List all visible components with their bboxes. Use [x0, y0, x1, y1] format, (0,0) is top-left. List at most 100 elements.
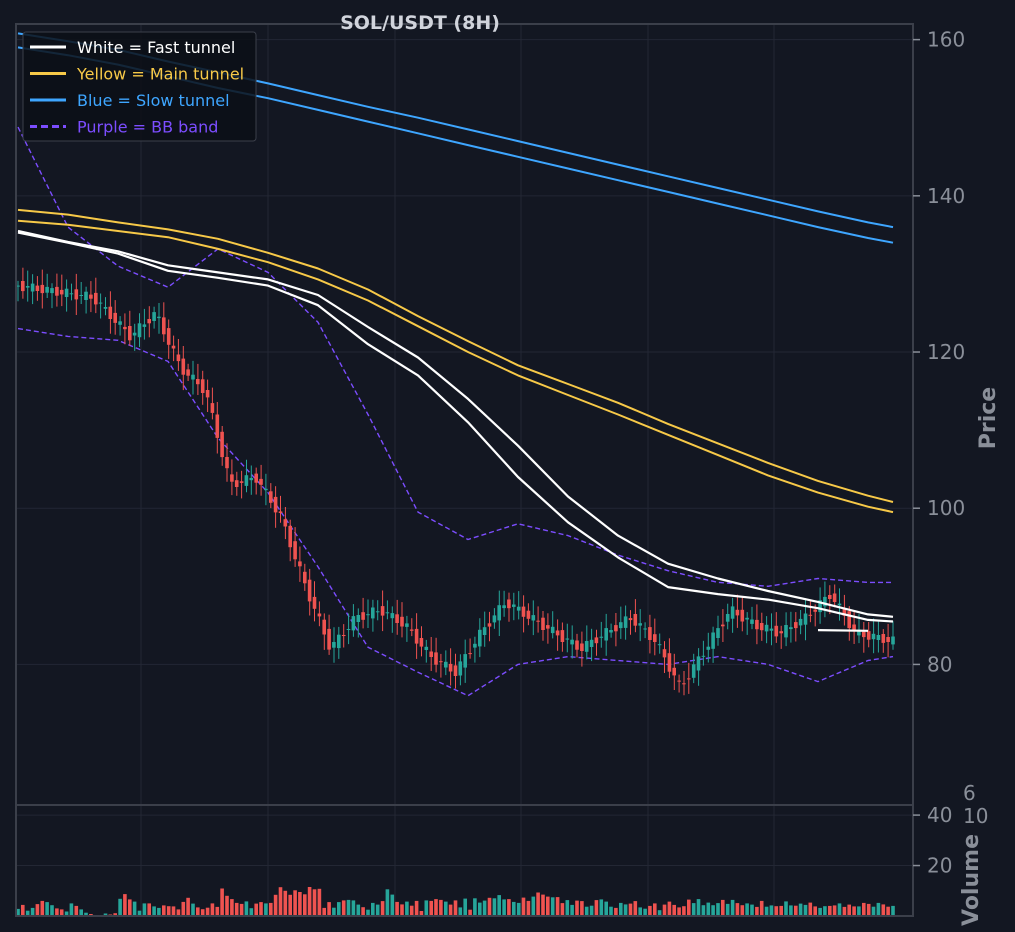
volume-bar — [837, 903, 842, 916]
volume-bar — [813, 906, 817, 916]
volume-bar — [103, 913, 108, 916]
volume-bar — [803, 904, 808, 916]
candle-body — [249, 477, 254, 481]
candle-body — [638, 623, 642, 626]
volume-bar — [200, 909, 205, 916]
candle-body — [98, 302, 103, 304]
candle-body — [886, 637, 890, 642]
volume-bar — [774, 906, 779, 916]
candle-body — [64, 288, 69, 297]
candle-body — [210, 403, 215, 413]
candle-body — [434, 652, 438, 665]
volume-bar — [225, 895, 229, 916]
candle-body — [837, 603, 842, 606]
candle-body — [794, 622, 798, 629]
volume-bar — [725, 903, 730, 916]
candle-body — [667, 653, 672, 672]
candle-body — [619, 622, 623, 629]
candle-body — [444, 661, 448, 668]
volume-bar — [21, 904, 25, 916]
candle-body — [725, 614, 730, 622]
candle-body — [132, 332, 137, 336]
candle-body — [857, 629, 861, 636]
volume-bar — [35, 904, 40, 916]
volume-bar — [521, 897, 526, 916]
volume-bar — [375, 904, 380, 916]
candle-body — [730, 606, 735, 619]
candle-body — [414, 628, 419, 644]
candle-body — [876, 635, 881, 640]
candle-body — [604, 628, 608, 641]
candle-body — [759, 623, 764, 631]
candle-body — [288, 525, 292, 548]
candle-body — [575, 640, 579, 650]
candle-body — [492, 615, 497, 623]
candle-body — [191, 374, 195, 380]
volume-bar — [288, 894, 292, 916]
volume-bar — [638, 907, 642, 916]
candle-body — [716, 628, 720, 638]
volume-bar — [196, 907, 200, 916]
volume-bar — [750, 904, 754, 916]
volume-bar — [492, 898, 497, 916]
candle-body — [784, 625, 788, 638]
volume-bar — [852, 906, 856, 916]
candle-body — [813, 609, 817, 612]
volume-bar — [789, 905, 793, 916]
candle-body — [682, 683, 686, 685]
price-tick-label: 100 — [927, 496, 965, 520]
candle-body — [823, 596, 827, 607]
volume-bar — [220, 888, 224, 916]
candle-body — [463, 654, 467, 668]
legend-box — [22, 31, 257, 142]
candle-body — [599, 636, 604, 638]
candle-body — [171, 345, 176, 349]
candle-body — [424, 646, 429, 650]
candle-body — [589, 639, 594, 647]
candle-body — [385, 612, 390, 614]
volume-bar — [847, 904, 851, 916]
volume-axis-label: Volume — [959, 834, 984, 926]
candle-body — [181, 358, 186, 375]
volume-bar — [531, 896, 536, 916]
bb-band-lines — [17, 126, 894, 697]
price-tick-label: 80 — [927, 652, 952, 676]
candle-body — [536, 620, 540, 622]
volume-bar — [594, 900, 599, 916]
volume-bar — [691, 903, 696, 916]
candle-body — [327, 628, 331, 650]
volume-bar — [779, 905, 783, 916]
volume-bar — [794, 905, 798, 916]
volume-bar — [604, 901, 608, 916]
candle-body — [371, 607, 375, 619]
volume-bar — [478, 902, 482, 916]
volume-bar — [400, 904, 404, 916]
candle-body — [594, 637, 599, 644]
volume-bar — [463, 898, 467, 916]
volume-bar — [152, 906, 156, 916]
candle-body — [866, 631, 871, 640]
volume-bar — [254, 903, 258, 916]
volume-bar — [424, 900, 429, 916]
candle-body — [735, 609, 740, 616]
volume-bars — [16, 887, 895, 916]
candle-body — [560, 630, 565, 642]
candle-body — [123, 326, 127, 330]
bb-band-line — [17, 327, 894, 697]
volume-bar — [769, 905, 774, 916]
candle-body — [30, 283, 35, 292]
volume-bar — [701, 905, 706, 916]
candle-body — [293, 541, 297, 560]
volume-bar — [337, 902, 341, 916]
candle-body — [832, 593, 837, 602]
volume-bar — [682, 906, 686, 916]
tunnel-line — [17, 231, 894, 623]
volume-bar — [560, 903, 565, 916]
candle-body — [176, 354, 181, 362]
candle-body — [405, 623, 409, 627]
candle-body — [871, 633, 876, 640]
volume-bar — [482, 900, 487, 916]
volume-bar — [84, 912, 88, 916]
candle-body — [482, 627, 487, 635]
candle-body — [497, 605, 501, 621]
